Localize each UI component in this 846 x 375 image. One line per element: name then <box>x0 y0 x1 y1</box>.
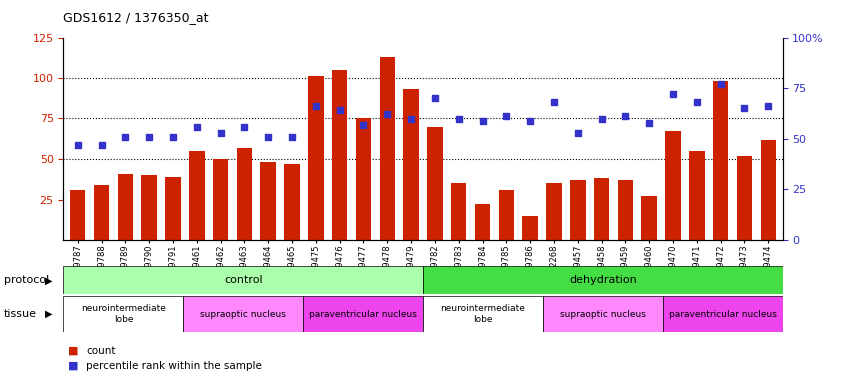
Text: ■: ■ <box>68 361 78 370</box>
Bar <box>189 151 205 240</box>
Bar <box>404 89 419 240</box>
Text: count: count <box>86 346 116 355</box>
Bar <box>213 159 228 240</box>
Point <box>714 81 728 87</box>
Point <box>618 114 632 120</box>
Text: ■: ■ <box>68 346 78 355</box>
Bar <box>237 148 252 240</box>
Bar <box>423 296 543 332</box>
Bar <box>70 190 85 240</box>
Bar <box>94 185 109 240</box>
Bar <box>543 296 662 332</box>
Bar <box>618 180 633 240</box>
Point <box>309 104 322 110</box>
Point <box>761 104 775 110</box>
Text: protocol: protocol <box>4 275 49 285</box>
Point <box>95 142 108 148</box>
Point <box>118 134 132 140</box>
Bar <box>380 57 395 240</box>
Point <box>285 134 299 140</box>
Point <box>642 120 656 126</box>
Text: GDS1612 / 1376350_at: GDS1612 / 1376350_at <box>63 11 209 24</box>
Bar <box>498 190 514 240</box>
Bar <box>165 177 181 240</box>
Point <box>190 124 204 130</box>
Point <box>142 134 156 140</box>
Bar <box>261 162 276 240</box>
Point <box>214 130 228 136</box>
Bar <box>427 127 442 240</box>
Text: neurointermediate
lobe: neurointermediate lobe <box>81 304 166 324</box>
Bar <box>689 151 705 240</box>
Point <box>428 95 442 101</box>
Bar <box>523 216 538 240</box>
Bar <box>665 132 681 240</box>
Bar <box>475 204 491 240</box>
Bar <box>63 296 184 332</box>
Point <box>667 91 680 97</box>
Bar <box>308 76 323 240</box>
Text: neurointermediate
lobe: neurointermediate lobe <box>441 304 525 324</box>
Point <box>357 122 371 128</box>
Point <box>452 116 465 122</box>
Point <box>166 134 179 140</box>
Point <box>332 107 346 113</box>
Point <box>547 99 561 105</box>
Point <box>238 124 251 130</box>
Bar <box>761 140 776 240</box>
Text: paraventricular nucleus: paraventricular nucleus <box>309 310 417 318</box>
Text: percentile rank within the sample: percentile rank within the sample <box>86 361 262 370</box>
Point <box>475 117 489 123</box>
Bar <box>184 296 303 332</box>
Bar <box>63 266 423 294</box>
Point <box>71 142 85 148</box>
Point <box>738 105 751 111</box>
Bar <box>118 174 133 240</box>
Text: supraoptic nucleus: supraoptic nucleus <box>201 310 286 318</box>
Bar <box>423 266 783 294</box>
Bar <box>303 296 423 332</box>
Bar <box>141 175 157 240</box>
Bar <box>737 156 752 240</box>
Point <box>524 117 537 123</box>
Text: tissue: tissue <box>4 309 37 319</box>
Text: supraoptic nucleus: supraoptic nucleus <box>560 310 645 318</box>
Bar <box>451 183 466 240</box>
Bar <box>641 196 657 240</box>
Bar <box>594 178 609 240</box>
Point <box>571 130 585 136</box>
Point <box>500 114 514 120</box>
Text: ▶: ▶ <box>46 309 52 319</box>
Text: dehydration: dehydration <box>569 275 637 285</box>
Bar <box>570 180 585 240</box>
Text: control: control <box>224 275 262 285</box>
Bar <box>662 296 783 332</box>
Bar <box>355 118 371 240</box>
Bar <box>284 164 299 240</box>
Point <box>261 134 275 140</box>
Point <box>381 111 394 117</box>
Point <box>595 116 608 122</box>
Point <box>404 116 418 122</box>
Text: paraventricular nucleus: paraventricular nucleus <box>668 310 777 318</box>
Bar <box>713 81 728 240</box>
Text: ▶: ▶ <box>46 275 52 285</box>
Bar <box>547 183 562 240</box>
Bar <box>332 70 348 240</box>
Point <box>690 99 704 105</box>
